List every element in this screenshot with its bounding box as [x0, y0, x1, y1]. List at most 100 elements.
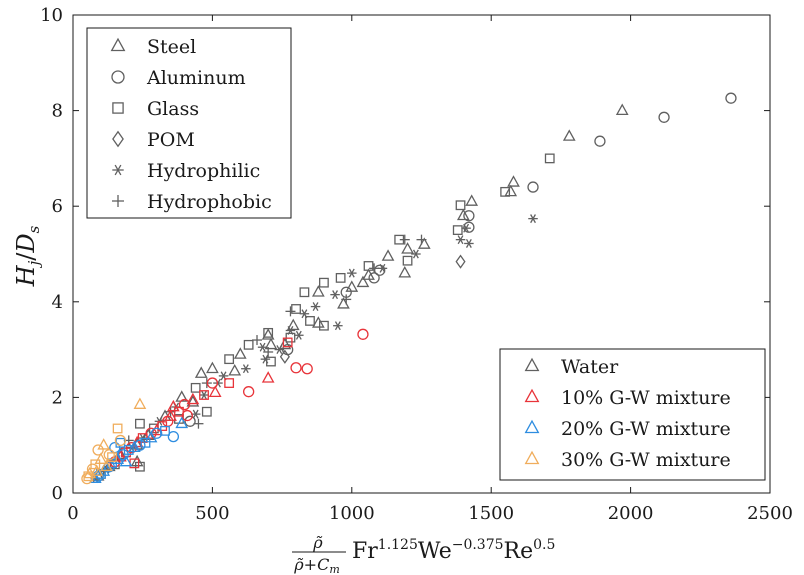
- data-point: [398, 266, 412, 278]
- data-point: [186, 392, 200, 405]
- y-axis-title: Hj/Ds: [12, 225, 43, 287]
- x-tick-label: 500: [195, 503, 229, 524]
- data-point: [337, 297, 350, 309]
- data-point: [345, 280, 359, 292]
- y-tick-label: 0: [52, 483, 63, 504]
- data-point: [319, 320, 329, 331]
- data-point: [206, 377, 219, 389]
- data-point: [500, 186, 511, 197]
- data-point: [456, 208, 470, 221]
- triangle-marker-icon: [524, 450, 540, 465]
- data-point: [279, 349, 290, 364]
- data-point: [184, 415, 196, 427]
- data-point: [257, 342, 268, 352]
- data-point: [233, 347, 247, 359]
- data-point: [199, 390, 209, 400]
- legend-material-entry: Glass: [112, 98, 199, 120]
- data-point: [402, 255, 413, 266]
- data-point: [294, 330, 304, 340]
- data-point: [465, 194, 479, 206]
- data-point: [357, 328, 369, 340]
- data-point: [290, 362, 302, 374]
- data-point: [544, 153, 555, 164]
- legend-fluid: Water 10% G-W mixture 20% G-W mixture 30% G…: [499, 348, 766, 481]
- legend-fluid-label: Water: [561, 356, 619, 378]
- legend-material-entry: Hydrophilic: [112, 160, 260, 182]
- data-point: [381, 249, 395, 261]
- ticks-layer: 0 500 1000 1500 2000 2500 0 2 4 6 8 10: [40, 5, 793, 524]
- data-point: [299, 287, 310, 298]
- data-point: [224, 378, 235, 388]
- data-point: [463, 221, 475, 233]
- y-tick-label: 8: [52, 101, 63, 122]
- legend-material-label: Aluminum: [146, 67, 246, 89]
- legend-material-label: Steel: [147, 36, 196, 58]
- data-point: [562, 129, 576, 141]
- x-tick-label: 0: [67, 503, 78, 524]
- data-point: [252, 335, 263, 346]
- data-point: [164, 409, 177, 421]
- data-point: [461, 223, 471, 233]
- y-tick-label: 10: [40, 5, 63, 26]
- data-point: [266, 356, 276, 367]
- data-point: [455, 254, 466, 269]
- x-title-formula: Fr1.125We−0.375Re0.5: [352, 537, 555, 564]
- x-axis-title: ρ̃ ρ̃+Cm Fr1.125We−0.375Re0.5: [292, 533, 555, 575]
- x-title-frac-num: ρ̃: [312, 533, 323, 552]
- legend-material-entry: Steel: [110, 36, 196, 58]
- data-point: [507, 175, 520, 187]
- data-point: [311, 285, 325, 297]
- legend-fluid-entry: Water: [524, 356, 619, 378]
- data-point: [330, 290, 340, 300]
- x-title-frac-den: ρ̃+Cm: [293, 555, 340, 575]
- legend-fluid-box: [499, 348, 766, 481]
- data-point: [399, 234, 410, 245]
- data-point: [463, 210, 475, 222]
- legend-fluid-entry: 30% G-W mixture: [524, 449, 731, 471]
- data-point: [310, 302, 321, 312]
- plus-marker-icon: [112, 195, 124, 207]
- data-point: [264, 337, 278, 350]
- data-point: [134, 439, 146, 451]
- data-point: [291, 304, 301, 314]
- data-point: [301, 363, 313, 375]
- data-point: [167, 430, 180, 443]
- data-point: [114, 434, 127, 447]
- data-point: [83, 471, 94, 482]
- data-point: [416, 234, 427, 245]
- data-point: [263, 327, 274, 338]
- data-point: [311, 316, 325, 328]
- data-point: [81, 473, 93, 485]
- data-point: [504, 184, 518, 197]
- data-point: [615, 103, 629, 115]
- legend-material-label: Glass: [147, 98, 199, 120]
- data-point: [133, 397, 147, 409]
- data-point: [464, 239, 474, 248]
- square-marker-icon: [112, 102, 124, 114]
- data-point: [130, 454, 144, 467]
- data-point: [103, 449, 115, 461]
- legend-material-label: Hydrophilic: [147, 160, 260, 182]
- data-point: [206, 361, 219, 374]
- data-point: [208, 385, 222, 398]
- y-tick-label: 6: [52, 196, 63, 217]
- x-tick-label: 2000: [608, 503, 654, 524]
- data-point: [319, 277, 329, 288]
- legend-material-entry: Hydrophobic: [112, 191, 272, 213]
- data-point: [181, 409, 193, 422]
- data-point: [368, 272, 380, 284]
- data-point: [243, 339, 254, 350]
- data-point: [175, 416, 189, 429]
- data-point: [374, 264, 386, 276]
- data-point: [411, 249, 421, 259]
- legend-material-label: POM: [147, 129, 195, 151]
- data-point: [201, 406, 212, 417]
- data-point: [199, 390, 209, 400]
- data-point: [261, 328, 275, 340]
- x-tick-label: 1500: [468, 503, 514, 524]
- data-point: [228, 364, 242, 376]
- triangle-marker-icon: [524, 419, 540, 434]
- data-point: [369, 263, 380, 274]
- triangle-marker-icon: [524, 388, 540, 403]
- data-point: [527, 181, 539, 193]
